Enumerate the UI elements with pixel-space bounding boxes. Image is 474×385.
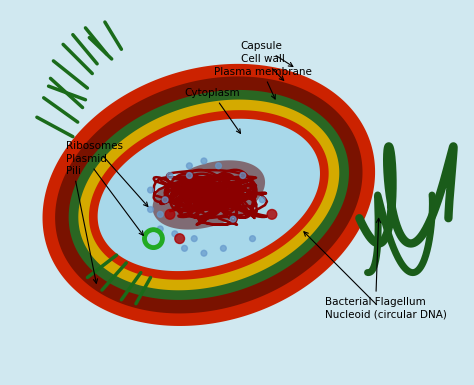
Circle shape [157, 211, 163, 217]
Circle shape [167, 172, 173, 178]
Circle shape [191, 236, 197, 241]
Circle shape [201, 158, 207, 164]
Circle shape [175, 234, 184, 243]
Text: Nucleoid (circular DNA): Nucleoid (circular DNA) [304, 232, 447, 320]
Circle shape [165, 209, 175, 219]
Circle shape [147, 187, 154, 193]
Text: Capsule: Capsule [241, 41, 293, 67]
Polygon shape [55, 77, 363, 313]
Polygon shape [43, 64, 375, 326]
Polygon shape [69, 90, 349, 300]
Text: Plasmid: Plasmid [66, 154, 143, 235]
Circle shape [172, 231, 178, 237]
Circle shape [186, 172, 192, 178]
Circle shape [220, 245, 226, 251]
Circle shape [259, 197, 265, 203]
Polygon shape [89, 110, 328, 280]
Circle shape [240, 172, 246, 178]
Polygon shape [98, 119, 320, 271]
Polygon shape [78, 100, 339, 290]
Text: Bacterial Flagellum: Bacterial Flagellum [325, 218, 426, 307]
Polygon shape [153, 160, 265, 229]
Circle shape [143, 228, 164, 249]
Circle shape [147, 233, 159, 244]
Text: Plasma membrane: Plasma membrane [214, 67, 311, 99]
Circle shape [267, 209, 277, 219]
Circle shape [216, 163, 221, 169]
Circle shape [182, 245, 187, 251]
Circle shape [147, 207, 154, 213]
Circle shape [201, 250, 207, 256]
Circle shape [157, 226, 163, 232]
Circle shape [230, 216, 236, 222]
Circle shape [162, 197, 168, 203]
Circle shape [186, 163, 192, 169]
Text: Ribosomes: Ribosomes [66, 141, 148, 206]
Text: Cell wall: Cell wall [241, 54, 285, 80]
Circle shape [250, 236, 255, 241]
Text: Cytoplasm: Cytoplasm [184, 88, 240, 133]
Text: Pili: Pili [66, 166, 98, 283]
